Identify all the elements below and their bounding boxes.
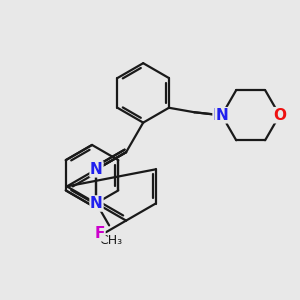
Text: N: N bbox=[213, 108, 226, 123]
Text: F: F bbox=[94, 226, 105, 241]
Text: N: N bbox=[215, 108, 228, 123]
Text: N: N bbox=[90, 162, 103, 177]
Text: CH₃: CH₃ bbox=[99, 234, 122, 247]
Text: N: N bbox=[90, 196, 103, 211]
Text: O: O bbox=[273, 108, 286, 123]
